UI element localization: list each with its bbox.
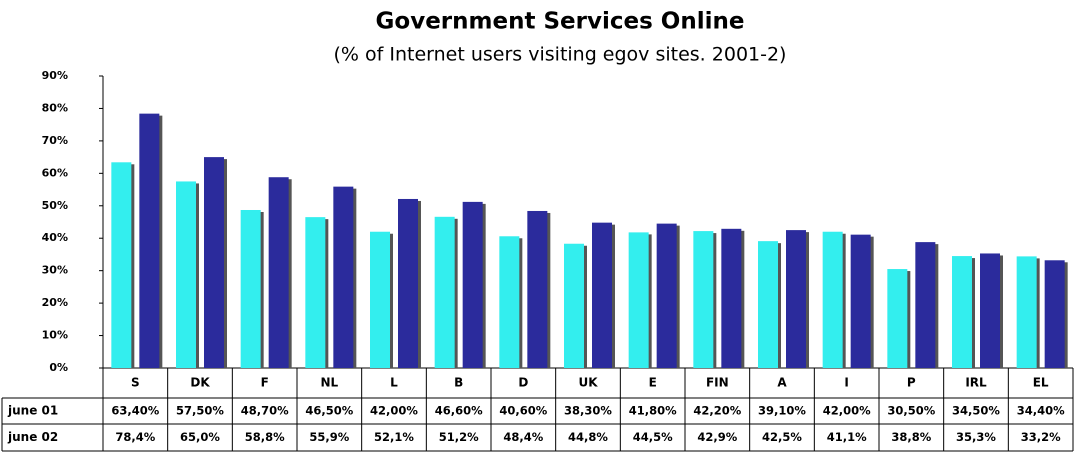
x-tick-label: D xyxy=(518,376,528,390)
table-cell: 51,2% xyxy=(439,430,479,444)
bar xyxy=(499,236,520,368)
table-cell: 42,20% xyxy=(693,404,741,418)
table-cell: 44,8% xyxy=(568,430,608,444)
table-cell: 34,50% xyxy=(952,404,1000,418)
table-cell: 57,50% xyxy=(176,404,224,418)
table-cell: 33,2% xyxy=(1021,430,1061,444)
bar xyxy=(656,223,677,368)
table-cell: 63,40% xyxy=(111,404,159,418)
chart-subtitle: (% of Internet users visiting egov sites… xyxy=(334,44,787,66)
bar xyxy=(758,241,778,368)
table-cell: 30,50% xyxy=(887,404,935,418)
y-tick-label: 80% xyxy=(42,101,68,114)
table-cell: 35,3% xyxy=(956,430,996,444)
legend-label: june 02 xyxy=(7,430,58,444)
table-cell: 48,4% xyxy=(503,430,543,444)
x-tick-label: F xyxy=(261,376,269,390)
y-tick-label: 20% xyxy=(42,296,68,309)
table-cell: 52,1% xyxy=(374,430,414,444)
bar xyxy=(176,181,196,368)
x-tick-label: UK xyxy=(578,376,598,390)
bar xyxy=(240,209,261,368)
bar xyxy=(564,243,584,368)
y-tick-label: 90% xyxy=(42,69,68,82)
table-cell: 44,5% xyxy=(633,430,673,444)
y-tick-label: 50% xyxy=(42,199,68,212)
bar xyxy=(111,162,132,368)
x-tick-label: B xyxy=(454,376,463,390)
table-cell: 58,8% xyxy=(245,430,285,444)
x-tick-label: FIN xyxy=(706,376,729,390)
x-tick-label: NL xyxy=(320,376,338,390)
table-cell: 46,50% xyxy=(305,404,353,418)
x-tick-label: S xyxy=(131,376,140,390)
bar xyxy=(786,230,806,368)
bar xyxy=(462,201,483,368)
bar xyxy=(268,177,289,368)
table-cell: 55,9% xyxy=(309,430,349,444)
legend-label: june 01 xyxy=(7,404,58,418)
y-tick-label: 10% xyxy=(42,329,68,342)
x-tick-label: I xyxy=(844,376,848,390)
bar xyxy=(952,256,972,368)
table-cell: 78,4% xyxy=(115,430,155,444)
table-cell: 42,5% xyxy=(762,430,802,444)
bar xyxy=(204,157,224,368)
bar xyxy=(305,217,326,368)
bar xyxy=(434,216,455,368)
bar xyxy=(139,113,160,368)
y-tick-label: 60% xyxy=(42,166,68,179)
table-cell: 38,30% xyxy=(564,404,612,418)
y-tick-label: 70% xyxy=(42,134,68,147)
table-cell: 39,10% xyxy=(758,404,806,418)
table-cell: 42,00% xyxy=(370,404,418,418)
y-tick-label: 40% xyxy=(42,231,68,244)
x-tick-label: EL xyxy=(1033,376,1049,390)
bar xyxy=(1016,256,1037,368)
x-tick-label: P xyxy=(907,376,916,390)
table-cell: 46,60% xyxy=(435,404,483,418)
table-cell: 42,9% xyxy=(697,430,737,444)
bar xyxy=(887,269,908,368)
bar xyxy=(398,198,418,368)
bar xyxy=(850,234,871,368)
bar xyxy=(915,242,936,368)
table-cell: 42,00% xyxy=(823,404,871,418)
x-tick-label: L xyxy=(390,376,398,390)
table-cell: 41,1% xyxy=(827,430,867,444)
bar xyxy=(527,210,548,368)
x-tick-label: E xyxy=(649,376,657,390)
x-tick-label: A xyxy=(777,376,787,390)
y-tick-label: 0% xyxy=(49,361,68,374)
bar xyxy=(333,186,354,368)
table-cell: 38,8% xyxy=(891,430,931,444)
y-tick-label: 30% xyxy=(42,264,68,277)
table-cell: 40,60% xyxy=(499,404,547,418)
chart-title: Government Services Online xyxy=(376,9,745,35)
x-tick-label: IRL xyxy=(965,376,987,390)
bar xyxy=(721,228,742,368)
bar xyxy=(1044,260,1065,368)
bar xyxy=(980,253,1000,368)
table-cell: 41,80% xyxy=(629,404,677,418)
x-tick-label: DK xyxy=(190,376,210,390)
bar xyxy=(693,231,714,368)
table-cell: 48,70% xyxy=(241,404,289,418)
bar xyxy=(628,232,649,368)
table-cell: 34,40% xyxy=(1017,404,1065,418)
bar xyxy=(592,222,612,368)
bar xyxy=(370,231,390,368)
table-cell: 65,0% xyxy=(180,430,220,444)
bar xyxy=(822,231,843,368)
